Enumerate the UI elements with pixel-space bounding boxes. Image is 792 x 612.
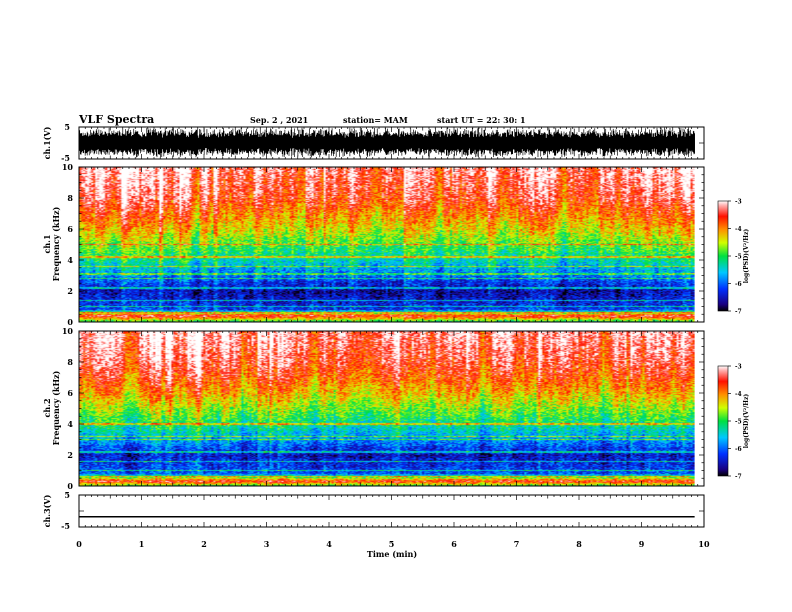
colorbar-tick-label: -4 <box>735 226 742 233</box>
x-tick-label: 5 <box>389 539 395 549</box>
x-tick-label: 2 <box>201 539 207 549</box>
x-tick-label: 4 <box>326 539 332 549</box>
freq-tick-label: 6 <box>67 388 73 398</box>
x-tick-label: 1 <box>139 539 145 549</box>
freq-tick-label: 0 <box>67 317 73 327</box>
ch1-waveform-ylabel: ch.1(V) <box>42 126 52 159</box>
ch2-spectrogram-image <box>79 331 695 486</box>
ch3-waveform-panel: 5 -5 ch.3(V) 0 1 2 3 4 5 6 7 8 9 10 Time (min) <box>42 490 710 559</box>
ch2-colorbar-scale <box>717 365 729 477</box>
x-tick-label: 9 <box>639 539 645 549</box>
colorbar-tick-label: -5 <box>735 254 742 261</box>
figure-title: VLF Spectra <box>78 113 154 126</box>
colorbar-tick-label: -6 <box>735 281 742 288</box>
freq-tick-label: 2 <box>67 450 73 460</box>
freq-tick-label: 8 <box>67 193 73 203</box>
ch1-colorbar-label: log(PSD)(V²/Hz) <box>743 229 750 284</box>
ch2-colorbar: -3 -4 -5 -6 -7 log(PSD)(V²/Hz) <box>717 364 750 481</box>
colorbar-tick-label: -7 <box>735 474 742 481</box>
ch2-colorbar-label: log(PSD)(V²/Hz) <box>743 394 750 449</box>
freq-tick-label: 4 <box>67 255 73 265</box>
x-tick-label: 6 <box>451 539 457 549</box>
ch1-spectrogram-ylabel-channel: ch.1 <box>42 234 52 253</box>
freq-tick-label: 6 <box>67 224 73 234</box>
ch3-ytick-bottom: -5 <box>61 521 70 531</box>
ch2-spectrogram-panel: 0 2 4 6 8 10 ch.2 Frequency (kHz) <box>42 326 705 491</box>
freq-tick-label: 10 <box>62 326 74 336</box>
ch1-waveform-path <box>78 127 695 158</box>
ch1-waveform-trace <box>78 127 695 158</box>
colorbar-tick-label: -4 <box>735 391 742 398</box>
colorbar-tick-label: -3 <box>735 199 742 206</box>
station-label: station= MAM <box>343 115 408 125</box>
freq-tick-label: 2 <box>67 286 73 296</box>
x-tick-label: 10 <box>698 539 710 549</box>
ch1-ytick-bottom: -5 <box>61 153 70 163</box>
freq-tick-label: 4 <box>67 419 73 429</box>
freq-tick-label: 0 <box>67 481 73 491</box>
ch1-waveform-panel: 5 -5 ch.1(V) <box>42 122 705 163</box>
ch1-colorbar: -3 -4 -5 -6 -7 log(PSD)(V²/Hz) <box>717 199 750 316</box>
ch1-colorbar-scale <box>717 200 729 312</box>
ch3-ytick-top: 5 <box>64 490 70 500</box>
ch1-spectrogram-ylabel: Frequency (kHz) <box>51 206 61 281</box>
x-tick-label: 8 <box>576 539 582 549</box>
freq-tick-label: 8 <box>67 357 73 367</box>
colorbar-tick-label: -7 <box>735 309 742 316</box>
x-tick-label: 0 <box>76 539 82 549</box>
colorbar-tick-label: -3 <box>735 364 742 371</box>
freq-tick-label: 10 <box>62 162 74 172</box>
ch1-spectrogram-panel: 0 2 4 6 8 10 ch.1 Frequency (kHz) <box>42 162 705 327</box>
x-axis-label: Time (min) <box>367 549 417 559</box>
ch1-ytick-top: 5 <box>64 122 70 132</box>
date-label: Sep. 2 , 2021 <box>250 115 308 125</box>
ch3-waveform-ylabel: ch.3(V) <box>42 494 52 527</box>
start-time-label: start UT = 22: 30: 1 <box>437 115 526 125</box>
x-tick-label: 3 <box>264 539 270 549</box>
ch2-spectrogram-ylabel-channel: ch.2 <box>42 398 52 417</box>
colorbar-tick-label: -5 <box>735 419 742 426</box>
ch2-spectrogram-ylabel: Frequency (kHz) <box>51 370 61 445</box>
colorbar-tick-label: -6 <box>735 446 742 453</box>
x-tick-label: 7 <box>514 539 520 549</box>
ch1-spectrogram-image <box>79 167 695 322</box>
